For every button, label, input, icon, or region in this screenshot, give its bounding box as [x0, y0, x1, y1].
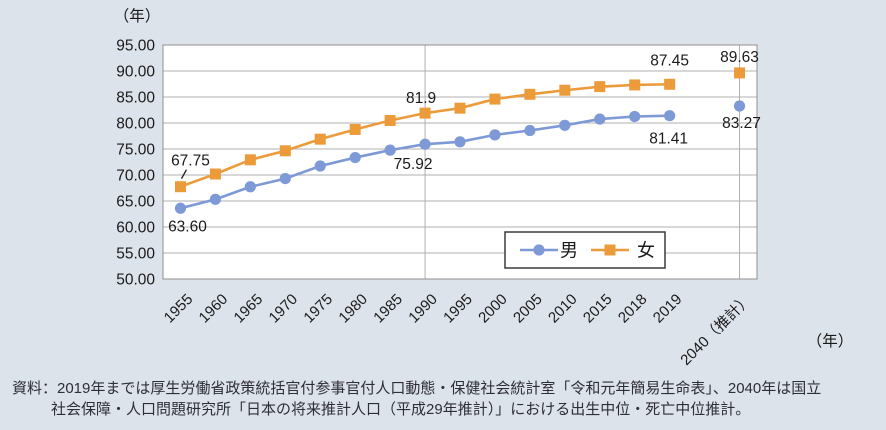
data-label: 89.63	[720, 49, 759, 66]
data-point-男	[559, 119, 571, 131]
y-tick-label: 50.00	[116, 272, 155, 289]
legend-women-marker-icon	[604, 244, 616, 256]
data-label: 83.27	[722, 115, 761, 132]
x-tick-label: 2040（推計）	[677, 291, 755, 369]
x-tick-label: 2010	[545, 291, 581, 327]
data-label: 63.60	[168, 218, 207, 235]
x-tick-label: 2018	[615, 291, 651, 327]
data-point-女	[559, 84, 571, 96]
legend: 男女	[504, 231, 666, 269]
x-tick-label: 2019	[650, 291, 686, 327]
source-note-line1: 資料：2019年までは厚生労働省政策統括官付参事官付人口動態・保健社会統計室「令…	[12, 380, 822, 397]
y-tick-label: 90.00	[116, 64, 155, 81]
y-tick-label: 55.00	[116, 246, 155, 263]
data-point-男	[314, 160, 326, 172]
legend-men-label: 男	[560, 241, 578, 261]
x-axis-unit-label: （年）	[807, 332, 854, 350]
data-point-男	[209, 193, 222, 205]
x-tick-label: 2005	[510, 291, 546, 327]
data-label: 67.75	[171, 153, 210, 170]
data-point-女	[419, 107, 431, 119]
y-tick-label: 70.00	[116, 168, 155, 185]
y-axis-unit-label: （年）	[114, 7, 161, 25]
data-point-男	[454, 136, 466, 148]
x-tick-label: 2015	[580, 291, 616, 327]
series-女	[174, 67, 746, 193]
data-point-女	[314, 133, 326, 145]
x-tick-label: 1975	[300, 291, 336, 327]
data-point-女	[244, 154, 256, 166]
label-leader-line	[180, 169, 188, 180]
source-note-line2: 社会保障・人口問題研究所「日本の将来推計人口（平成29年推計）」における出生中位…	[51, 401, 751, 418]
y-tick-label: 80.00	[116, 116, 155, 133]
legend-women-label: 女	[637, 241, 655, 261]
data-point-男	[174, 202, 187, 214]
x-tick-label: 1970	[266, 291, 302, 327]
data-label: 87.45	[650, 52, 689, 69]
data-point-女	[734, 67, 746, 79]
data-point-女	[209, 168, 221, 180]
legend-men-marker-icon	[533, 244, 545, 256]
y-tick-label: 85.00	[116, 90, 155, 107]
y-tick-label: 95.00	[116, 38, 155, 55]
data-point-男	[629, 110, 641, 123]
data-label: 81.41	[649, 131, 688, 148]
data-point-女	[594, 81, 606, 93]
y-tick-label: 65.00	[116, 194, 155, 211]
data-point-女	[454, 102, 466, 114]
data-label: 81.9	[406, 90, 436, 107]
data-point-女	[629, 79, 641, 91]
data-point-女	[349, 123, 361, 135]
data-point-女	[524, 88, 536, 100]
x-tick-label: 2000	[475, 291, 511, 327]
y-tick-label: 75.00	[116, 142, 155, 159]
data-point-男	[733, 100, 746, 112]
data-label: 75.92	[394, 156, 433, 173]
y-tick-label: 60.00	[116, 220, 155, 237]
data-point-男	[524, 124, 536, 137]
data-point-女	[489, 93, 501, 105]
data-point-男	[244, 181, 256, 193]
x-tick-label: 1955	[161, 291, 197, 327]
data-point-女	[384, 115, 396, 127]
data-point-男	[384, 144, 396, 156]
x-tick-label: 1995	[440, 291, 476, 327]
x-tick-label: 1985	[370, 291, 406, 327]
data-point-男	[664, 110, 676, 122]
x-tick-label: 1965	[231, 291, 267, 327]
plot-border	[162, 44, 758, 280]
x-tick-label: 1990	[405, 291, 441, 327]
x-tick-label: 1980	[335, 291, 371, 327]
data-point-女	[174, 181, 186, 193]
data-point-男	[279, 172, 291, 185]
data-point-男	[349, 151, 361, 164]
x-tick-label: 1960	[196, 291, 232, 327]
data-point-女	[279, 145, 291, 157]
source-note: 資料：2019年までは厚生労働省政策統括官付参事官付人口動態・保健社会統計室「令…	[12, 378, 876, 420]
data-point-男	[489, 129, 501, 141]
data-point-男	[419, 138, 431, 150]
life-expectancy-line-chart: 95.00 90.00 85.00 80.00 75.00 70.00 65.00 60.00…	[114, 7, 854, 369]
series-男	[174, 100, 746, 214]
data-point-男	[594, 113, 606, 125]
data-point-女	[664, 78, 676, 90]
